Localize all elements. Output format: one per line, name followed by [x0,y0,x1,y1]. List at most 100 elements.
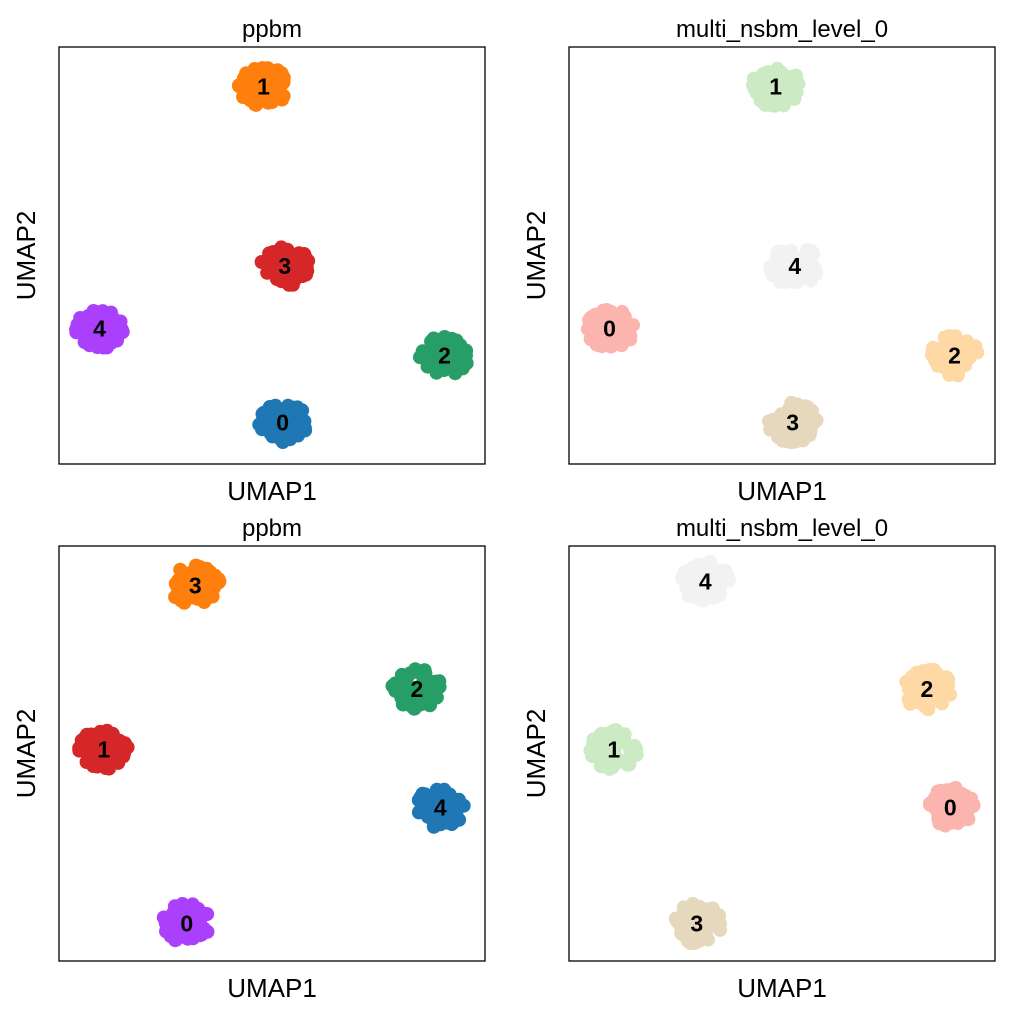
cell-point [687,898,702,913]
cell-point [765,98,780,113]
plot-frame [58,46,486,465]
cell-point [799,267,814,282]
cell-point [693,911,708,925]
cluster-2: 2 [899,662,958,717]
cell-point [297,414,312,429]
cluster-label: 1 [97,736,110,762]
cell-point [683,565,697,580]
cell-point [442,787,457,802]
cell-point [911,684,926,699]
cell-point [159,924,173,939]
cell-point [421,794,436,809]
cell-point [247,72,262,87]
cell-point [934,346,949,361]
cell-point [240,88,255,103]
cell-point [86,315,101,330]
cell-point [586,311,601,326]
cell-point [784,243,798,258]
cell-point [175,927,190,942]
cell-point [771,85,786,100]
cluster-label: 2 [410,676,423,702]
cluster-label: 2 [948,343,961,369]
cell-point [167,899,182,914]
cluster-3: 3 [668,896,728,951]
cluster-2: 2 [925,329,985,383]
y-axis-label: UMAP2 [521,211,551,301]
x-axis-label: UMAP1 [227,476,317,506]
panel-3: multi_nsbm_level_0 UMAP1 UMAP2 4 2 1 0 3 [521,515,996,1003]
cell-point [459,356,474,371]
cell-point [623,329,638,344]
cell-point [806,246,821,261]
cell-point [428,818,443,833]
x-axis-label: UMAP1 [227,973,317,1003]
cell-point [173,562,188,577]
cell-point [90,340,105,355]
cell-point [595,339,610,354]
cell-point [749,86,764,101]
cell-point [606,743,621,758]
cell-point [784,397,799,412]
cell-point [676,911,691,926]
cluster-label: 0 [276,409,289,435]
cell-point [69,325,84,340]
cell-point [585,749,600,764]
cell-point [698,924,713,939]
cell-point [941,800,956,814]
cluster-4: 4 [69,304,130,355]
cell-point [407,701,422,716]
cell-point [111,755,126,770]
cell-point [770,417,785,432]
cell-point [252,417,267,432]
cell-point [776,98,791,113]
cell-point [798,399,813,414]
y-axis-label: UMAP2 [11,709,41,799]
cell-point [400,669,415,684]
cell-point [185,899,200,914]
cluster-label: 3 [189,572,202,598]
cluster-1: 1 [231,61,291,112]
cluster-label: 0 [603,315,616,341]
cell-point [415,344,430,359]
cell-point [595,756,610,771]
cell-point [784,412,799,427]
cell-point [603,323,617,337]
cell-point [627,738,642,753]
cluster-1: 1 [583,723,644,776]
cluster-3: 3 [762,395,824,450]
cell-point [941,672,956,687]
panel-2: ppbm UMAP1 UMAP2 3 2 1 4 0 [11,515,486,1003]
y-axis-label: UMAP2 [521,709,551,799]
cell-point [442,354,456,368]
cell-point [944,815,959,830]
cluster-3: 3 [254,240,316,292]
cluster-label: 1 [257,74,270,100]
cell-point [942,687,957,702]
cluster-4: 4 [411,782,471,834]
cluster-4: 4 [763,243,823,289]
cell-point [292,248,307,263]
cell-point [292,403,307,418]
cell-point [954,343,969,358]
cell-point [929,666,944,681]
cell-point [198,592,213,607]
cell-point [255,61,270,76]
cell-point [931,808,946,823]
cluster-label: 0 [944,794,957,820]
cluster-0: 0 [580,303,640,354]
cell-point [114,743,129,758]
panel-title: multi_nsbm_level_0 [676,16,888,43]
cluster-1: 1 [746,61,806,113]
x-axis-label: UMAP1 [737,476,827,506]
cell-point [786,254,800,269]
cell-point [275,430,290,445]
cluster-label: 4 [434,794,447,820]
cluster-label: 3 [690,911,703,937]
panel-title: ppbm [242,515,302,542]
cluster-label: 1 [769,74,782,100]
cell-point [114,322,129,337]
cell-point [777,430,792,444]
cluster-label: 2 [438,343,451,369]
cell-point [95,304,110,319]
cell-point [618,312,633,327]
